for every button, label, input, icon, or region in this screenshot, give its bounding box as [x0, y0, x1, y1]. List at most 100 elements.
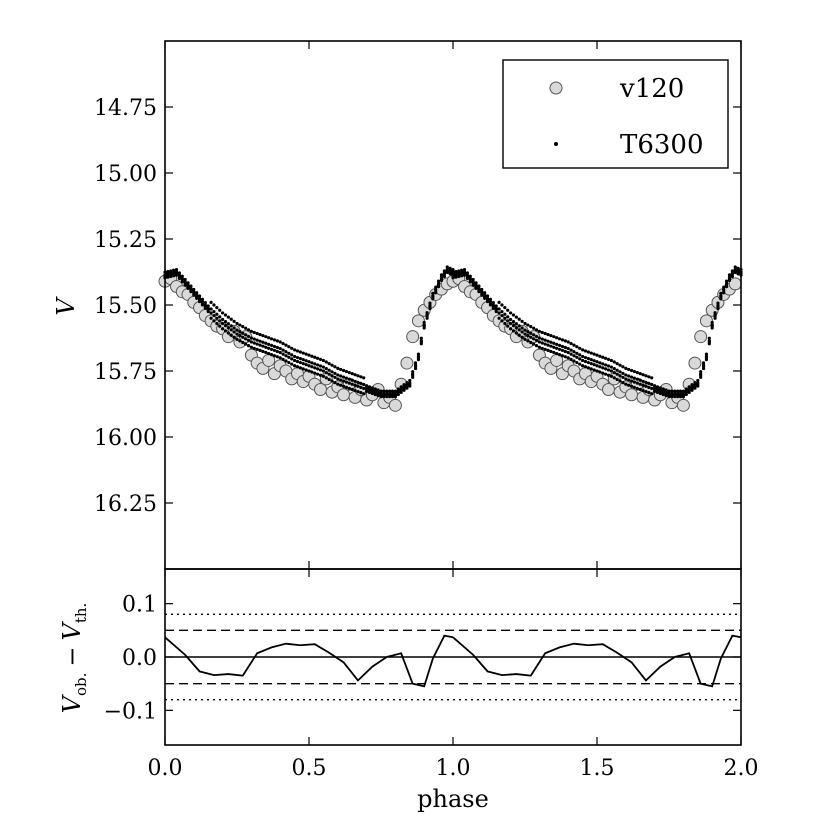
T6300-point	[604, 367, 608, 371]
T6300-point	[606, 373, 611, 377]
T6300-point	[549, 344, 553, 348]
T6300-point	[293, 358, 297, 363]
T6300-point	[454, 275, 458, 279]
T6300-point	[281, 352, 285, 356]
T6300-point	[468, 280, 472, 284]
T6300-point	[529, 331, 533, 335]
T6300-point	[563, 349, 567, 354]
T6300-point	[581, 354, 585, 359]
T6300-point	[546, 332, 550, 337]
T6300-point	[252, 337, 256, 341]
T6300-point	[405, 386, 409, 390]
T6300-point	[575, 345, 579, 349]
T6300-point	[575, 360, 579, 365]
T6300-point	[647, 385, 651, 389]
T6300-point	[318, 368, 323, 372]
T6300-point	[595, 364, 599, 368]
T6300-point	[503, 316, 507, 320]
T6300-point	[560, 348, 565, 353]
T6300-point	[238, 330, 242, 334]
T6300-point	[267, 336, 271, 340]
T6300-point	[367, 390, 372, 394]
T6300-point	[704, 352, 709, 356]
T6300-point	[471, 277, 475, 282]
T6300-point	[166, 275, 170, 279]
T6300-point	[589, 367, 593, 371]
T6300-point	[255, 338, 259, 342]
T6300-point	[333, 375, 337, 379]
T6300-point	[212, 319, 216, 323]
T6300-point	[284, 354, 288, 358]
T6300-point	[244, 337, 248, 341]
T6300-point	[341, 379, 346, 383]
T6300-point	[560, 338, 565, 342]
T6300-point	[552, 345, 556, 349]
T6300-point	[592, 363, 596, 367]
T6300-point	[560, 354, 565, 358]
T6300-point	[704, 358, 709, 362]
T6300-point	[601, 355, 605, 359]
v120-point	[728, 277, 742, 291]
T6300-point	[632, 385, 637, 389]
T6300-point	[264, 335, 268, 339]
T6300-point	[727, 273, 732, 277]
T6300-point	[506, 315, 510, 319]
T6300-point	[413, 361, 418, 365]
T6300-point	[500, 310, 504, 314]
T6300-point	[310, 354, 314, 358]
T6300-point	[301, 362, 305, 366]
T6300-point	[287, 360, 291, 365]
T6300-point	[664, 388, 668, 392]
T6300-point	[644, 389, 648, 394]
legend-v120-marker	[549, 81, 563, 95]
T6300-point	[601, 366, 605, 370]
T6300-point	[500, 303, 504, 307]
T6300-point	[203, 306, 207, 310]
T6300-point	[529, 335, 533, 339]
T6300-point	[471, 283, 475, 287]
T6300-point	[566, 340, 570, 344]
T6300-point	[546, 348, 550, 353]
T6300-point	[197, 294, 202, 298]
T6300-point	[641, 388, 645, 393]
T6300-point	[650, 376, 654, 380]
T6300-point	[457, 274, 461, 279]
T6300-point	[353, 383, 357, 387]
T6300-point	[517, 333, 521, 337]
T6300-point	[353, 379, 357, 383]
T6300-point	[529, 325, 533, 329]
T6300-point	[385, 395, 389, 399]
T6300-point	[232, 335, 236, 339]
T6300-point	[416, 352, 421, 356]
T6300-point	[310, 361, 314, 365]
T6300-point	[223, 329, 228, 333]
T6300-point	[330, 374, 334, 378]
T6300-point	[295, 359, 300, 364]
T6300-point	[503, 312, 507, 316]
T6300-point	[298, 366, 302, 370]
T6300-point	[664, 393, 668, 398]
T6300-point	[313, 371, 317, 375]
T6300-point	[543, 342, 547, 346]
T6300-point	[451, 276, 455, 280]
T6300-point	[500, 319, 504, 323]
T6300-point	[203, 301, 207, 305]
T6300-point	[287, 355, 291, 359]
T6300-point	[370, 391, 374, 396]
T6300-point	[644, 384, 648, 388]
T6300-point	[212, 310, 216, 314]
T6300-point	[232, 330, 236, 334]
T6300-point	[336, 377, 340, 381]
T6300-point	[327, 377, 331, 382]
y-axis-label-residual: Vob. − Vth.	[58, 603, 90, 714]
T6300-point	[569, 341, 573, 346]
T6300-point	[557, 353, 562, 357]
T6300-point	[428, 301, 432, 305]
T6300-point	[511, 320, 516, 324]
T6300-point	[736, 266, 740, 270]
T6300-point	[255, 331, 259, 336]
T6300-point	[563, 355, 567, 359]
T6300-point	[215, 316, 219, 320]
residual-label-sub2: th.	[72, 603, 90, 623]
T6300-point	[725, 279, 729, 283]
